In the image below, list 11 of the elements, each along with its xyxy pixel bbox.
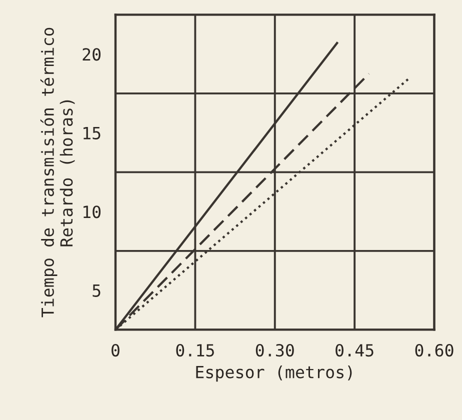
y-tick-label: 20 [82, 48, 101, 61]
x-tick-label: 0.45 [336, 344, 374, 357]
y-tick-label: 15 [84, 127, 100, 140]
x-tick-label: 0.15 [176, 344, 214, 357]
x-tick-label: 0.60 [415, 344, 454, 357]
x-tick-label: 0 [112, 344, 120, 357]
x-tick-label: 0.30 [256, 344, 294, 357]
y-axis-title: Tiempo de transmisión térmico Retardo (horas) [40, 28, 75, 318]
x-axis-title: Espesor (metros) [196, 365, 352, 382]
y-tick-label: 10 [84, 206, 101, 218]
y-tick-label: 5 [92, 284, 100, 297]
